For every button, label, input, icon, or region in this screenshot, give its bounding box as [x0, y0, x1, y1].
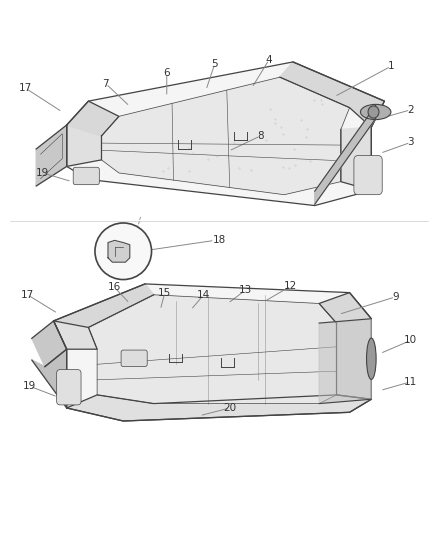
Polygon shape: [53, 284, 154, 327]
Polygon shape: [32, 321, 67, 367]
Polygon shape: [102, 77, 350, 195]
Polygon shape: [88, 295, 336, 403]
Text: 11: 11: [404, 377, 417, 387]
Circle shape: [95, 223, 152, 279]
Text: 2: 2: [407, 105, 414, 115]
FancyBboxPatch shape: [57, 370, 81, 405]
FancyBboxPatch shape: [121, 350, 147, 367]
Text: 8: 8: [257, 131, 264, 141]
Text: 15: 15: [158, 288, 171, 298]
FancyBboxPatch shape: [354, 156, 382, 195]
Polygon shape: [53, 321, 97, 349]
Text: 1: 1: [388, 61, 394, 71]
Polygon shape: [67, 101, 119, 136]
Polygon shape: [319, 319, 371, 403]
Text: 16: 16: [108, 282, 121, 293]
Polygon shape: [280, 62, 385, 127]
FancyBboxPatch shape: [73, 167, 99, 184]
Text: 20: 20: [223, 403, 237, 413]
Text: 19: 19: [23, 381, 36, 391]
Ellipse shape: [368, 106, 379, 118]
Text: 3: 3: [407, 138, 414, 148]
Polygon shape: [53, 284, 371, 421]
Polygon shape: [32, 349, 67, 408]
Polygon shape: [67, 125, 102, 166]
Polygon shape: [341, 127, 371, 190]
Text: 7: 7: [102, 79, 109, 88]
Ellipse shape: [360, 104, 391, 119]
Text: 5: 5: [212, 59, 218, 69]
Text: 12: 12: [284, 281, 297, 291]
Polygon shape: [336, 319, 371, 399]
Text: 4: 4: [266, 55, 272, 65]
Text: 14: 14: [197, 290, 210, 300]
Text: 13: 13: [238, 286, 252, 295]
Text: 17: 17: [19, 83, 32, 93]
Polygon shape: [67, 62, 385, 206]
Text: 19: 19: [36, 168, 49, 178]
Polygon shape: [319, 293, 371, 323]
Polygon shape: [36, 125, 67, 186]
Text: 17: 17: [21, 290, 34, 300]
Ellipse shape: [367, 338, 376, 379]
Polygon shape: [108, 240, 130, 262]
Polygon shape: [315, 106, 376, 204]
Text: 18: 18: [212, 235, 226, 245]
Polygon shape: [67, 395, 371, 421]
Text: 9: 9: [392, 292, 399, 302]
Text: 6: 6: [163, 68, 170, 78]
Text: 10: 10: [404, 335, 417, 345]
